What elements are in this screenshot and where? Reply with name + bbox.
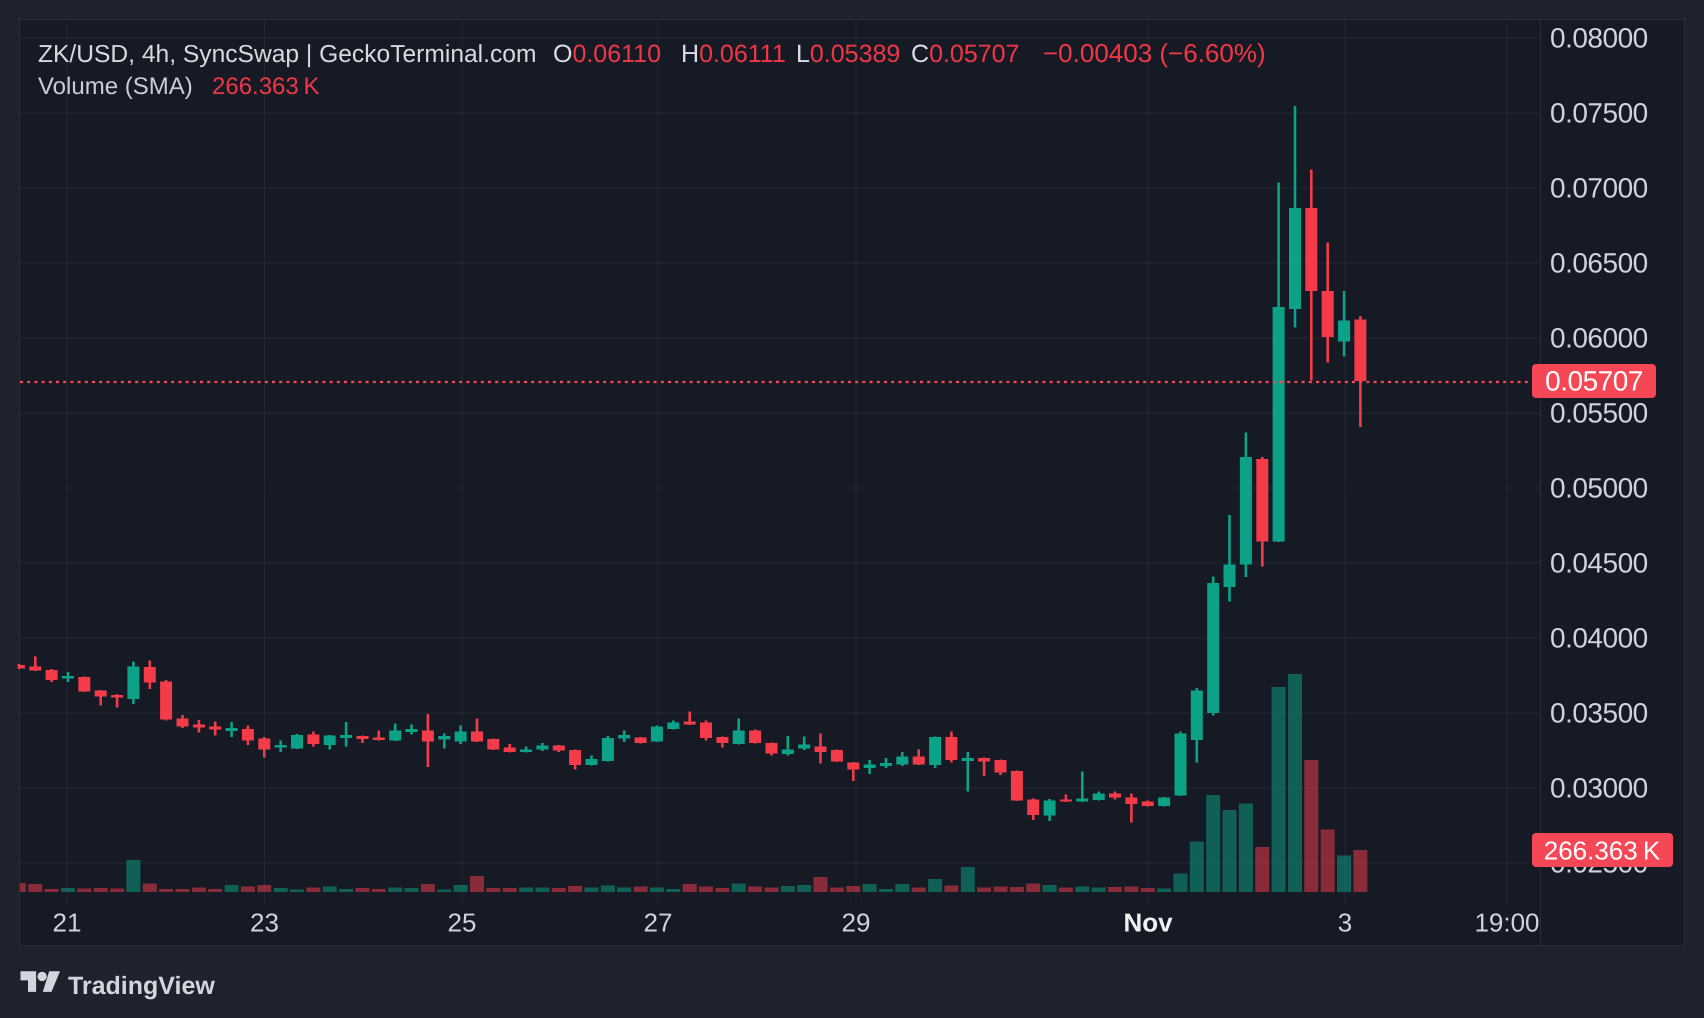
svg-text:23: 23 bbox=[250, 908, 279, 938]
svg-text:0.07500: 0.07500 bbox=[1550, 98, 1648, 129]
svg-text:Nov: Nov bbox=[1123, 908, 1173, 938]
svg-text:0.05000: 0.05000 bbox=[1550, 473, 1648, 504]
svg-text:−0.00403 (−6.60%): −0.00403 (−6.60%) bbox=[1043, 38, 1266, 68]
svg-text:25: 25 bbox=[448, 908, 477, 938]
svg-text:0.06000: 0.06000 bbox=[1550, 323, 1648, 354]
svg-text:3: 3 bbox=[1338, 908, 1352, 938]
svg-text:Volume (SMA): Volume (SMA) bbox=[38, 73, 193, 100]
svg-text:0.08000: 0.08000 bbox=[1550, 23, 1648, 54]
svg-text:27: 27 bbox=[644, 908, 673, 938]
svg-text:H0.06111: H0.06111 bbox=[681, 40, 786, 68]
svg-text:0.04500: 0.04500 bbox=[1550, 548, 1648, 579]
svg-text:0.03000: 0.03000 bbox=[1550, 773, 1648, 804]
svg-text:266.363 K: 266.363 K bbox=[1544, 836, 1661, 866]
svg-text:0.06500: 0.06500 bbox=[1550, 248, 1648, 279]
svg-text:21: 21 bbox=[53, 908, 82, 938]
svg-text:C0.05707: C0.05707 bbox=[911, 40, 1019, 68]
svg-text:0.03500: 0.03500 bbox=[1550, 698, 1648, 729]
svg-text:O0.06110: O0.06110 bbox=[553, 40, 661, 68]
svg-text:L0.05389: L0.05389 bbox=[796, 40, 900, 68]
svg-text:266.363 K: 266.363 K bbox=[212, 73, 320, 100]
svg-text:0.04000: 0.04000 bbox=[1550, 623, 1648, 654]
svg-text:0.07000: 0.07000 bbox=[1550, 173, 1648, 204]
svg-text:0.05707: 0.05707 bbox=[1545, 366, 1643, 397]
svg-text:19:00: 19:00 bbox=[1474, 908, 1539, 938]
svg-text:ZK/USD, 4h, SyncSwap | GeckoTe: ZK/USD, 4h, SyncSwap | GeckoTerminal.com bbox=[38, 41, 536, 68]
svg-text:TradingView: TradingView bbox=[68, 972, 215, 1000]
svg-text:29: 29 bbox=[842, 908, 871, 938]
svg-text:0.05500: 0.05500 bbox=[1550, 398, 1648, 429]
